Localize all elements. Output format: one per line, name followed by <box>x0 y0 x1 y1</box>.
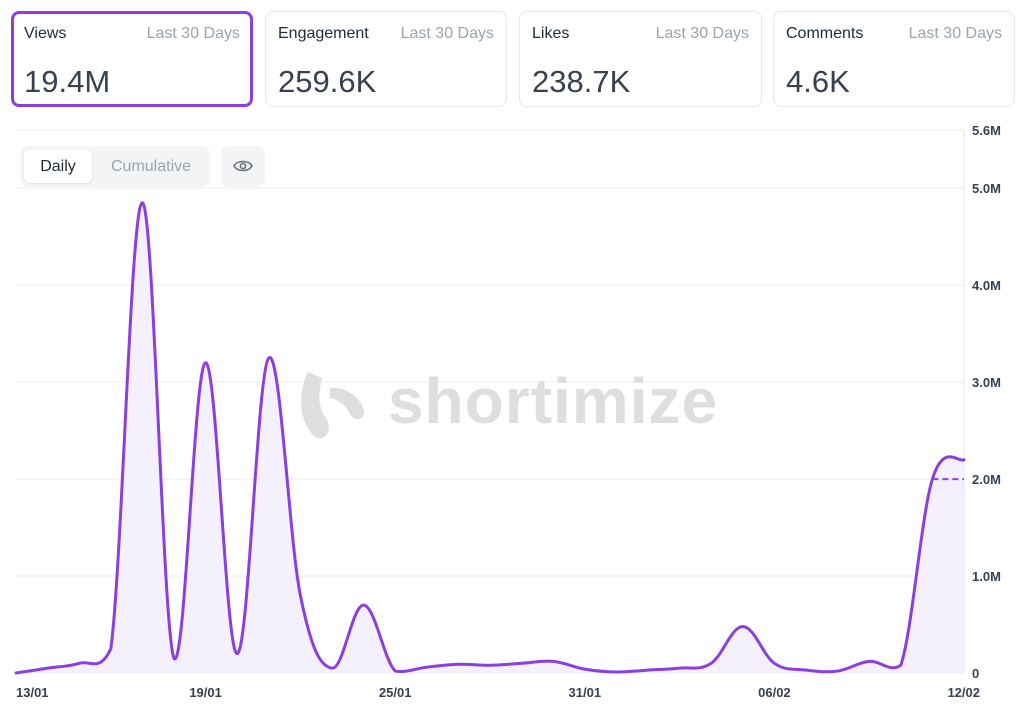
y-tick-label: 0 <box>972 666 979 681</box>
x-tick-label: 25/01 <box>379 685 412 700</box>
eye-icon <box>233 160 253 172</box>
x-tick-label: 06/02 <box>758 685 791 700</box>
comments-card[interactable]: Comments Last 30 Days 4.6K <box>773 11 1015 107</box>
views-label: Views <box>24 25 67 42</box>
shortimize-logo-icon <box>301 372 364 439</box>
y-tick-label: 1.0M <box>972 569 1001 584</box>
engagement-card[interactable]: Engagement Last 30 Days 259.6K <box>265 11 507 107</box>
views-line <box>14 201 966 675</box>
comments-value: 4.6K <box>786 64 850 99</box>
watermark: shortimize <box>300 365 717 445</box>
views-period: Last 30 Days <box>146 25 240 42</box>
likes-period: Last 30 Days <box>655 25 749 42</box>
comments-period: Last 30 Days <box>908 25 1002 42</box>
views-card[interactable]: Views Last 30 Days 19.4M <box>11 11 253 107</box>
x-tick-label: 12/02 <box>947 685 980 700</box>
likes-value: 238.7K <box>532 64 631 99</box>
views-value: 19.4M <box>24 64 111 99</box>
y-tick-label: 4.0M <box>972 278 1001 293</box>
visibility-toggle-button[interactable] <box>221 146 265 187</box>
y-tick-label: 5.6M <box>972 123 1001 138</box>
views-area <box>16 202 964 673</box>
y-tick-label: 3.0M <box>972 375 1001 390</box>
engagement-value: 259.6K <box>278 64 377 99</box>
y-tick-label: 5.0M <box>972 181 1001 196</box>
x-tick-label: 19/01 <box>189 685 222 700</box>
x-tick-label: 31/01 <box>569 685 602 700</box>
likes-label: Likes <box>532 25 570 42</box>
view-mode-toggle: Daily Cumulative <box>20 146 210 187</box>
cumulative-button[interactable]: Cumulative <box>110 158 192 175</box>
comments-label: Comments <box>786 25 864 42</box>
watermark-text: shortimize <box>388 365 719 437</box>
daily-button[interactable]: Daily <box>24 150 92 183</box>
y-tick-label: 2.0M <box>972 472 1001 487</box>
engagement-period: Last 30 Days <box>400 25 494 42</box>
engagement-label: Engagement <box>278 25 369 42</box>
likes-card[interactable]: Likes Last 30 Days 238.7K <box>519 11 762 107</box>
x-tick-label: 13/01 <box>16 685 49 700</box>
